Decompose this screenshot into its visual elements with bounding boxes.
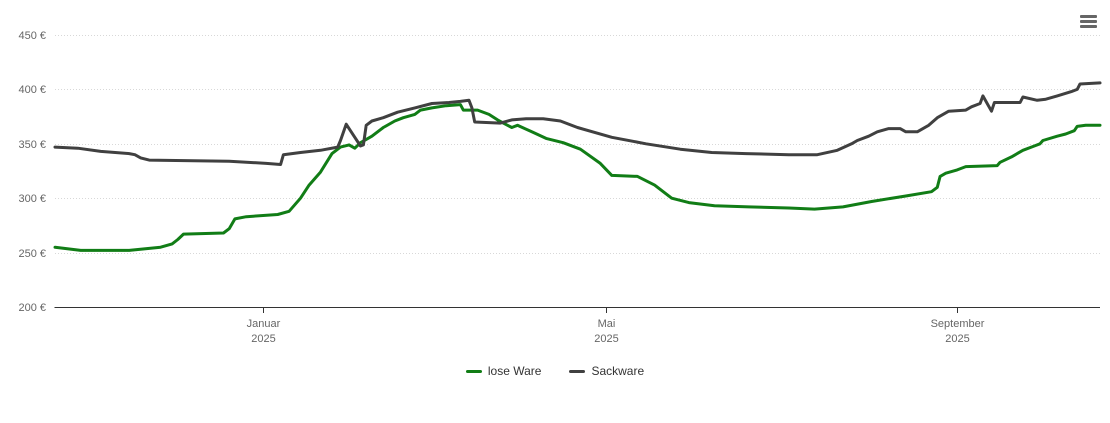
y-axis-label: 300 € <box>18 193 46 205</box>
y-axis-label: 350 € <box>18 139 46 151</box>
x-axis-year-label: 2025 <box>945 333 969 345</box>
hamburger-icon <box>1080 15 1097 18</box>
x-axis-month-label: Januar <box>247 318 281 330</box>
legend-item-sackware[interactable]: Sackware <box>569 364 644 378</box>
y-axis-label: 450 € <box>18 30 46 42</box>
chart-legend: lose Ware Sackware <box>0 364 1110 378</box>
y-axis-label: 200 € <box>18 302 46 314</box>
series-line-lose-ware <box>53 103 1102 252</box>
x-axis-year-label: 2025 <box>251 333 275 345</box>
legend-marker-lose-ware <box>465 369 482 373</box>
legend-label-lose-ware: lose Ware <box>487 364 542 378</box>
legend-marker-sackware <box>569 369 586 373</box>
series-line-sackware <box>53 81 1102 166</box>
y-axis-label: 250 € <box>18 248 46 260</box>
x-axis-month-label: September <box>931 318 985 330</box>
hamburger-icon <box>1080 20 1097 23</box>
legend-label-sackware: Sackware <box>591 364 645 378</box>
x-axis-month-label: Mai <box>598 318 616 330</box>
hamburger-icon <box>1080 25 1097 28</box>
y-axis-label: 400 € <box>18 84 46 96</box>
chart-export-menu-button[interactable] <box>1080 15 1097 28</box>
legend-item-lose-ware[interactable]: lose Ware <box>465 364 542 378</box>
x-axis-year-label: 2025 <box>594 333 618 345</box>
